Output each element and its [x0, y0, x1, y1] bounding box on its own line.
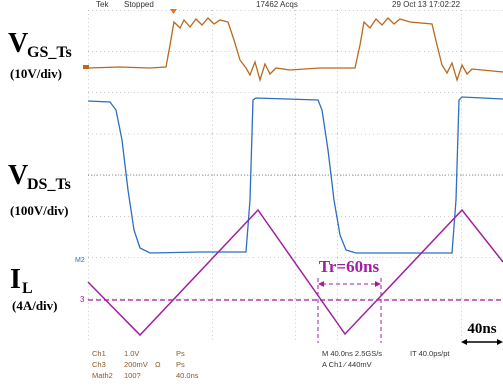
ch3-impedance: Ω — [155, 360, 161, 369]
acquisitions: 17462 Acqs — [256, 0, 298, 9]
timestamp: 29 Oct 13 17:02:22 — [392, 0, 461, 9]
il-sub: L — [22, 280, 33, 297]
vgs-scale: (10V/div) — [10, 66, 62, 81]
vgs-label: V — [8, 28, 28, 59]
ch1-marker — [83, 65, 89, 69]
time-scale: 40ns — [467, 321, 496, 337]
vds-sub: DS_Ts — [27, 176, 71, 193]
math2-scale: 100? — [124, 371, 141, 380]
vgs-sub: GS_Ts — [27, 44, 72, 61]
ch1-scale: 1.0V — [124, 349, 139, 358]
math-marker: M2 — [75, 257, 85, 264]
ch3-name: Ch3 — [92, 360, 106, 369]
ch3-scale: 200mV — [124, 360, 148, 369]
horizontal: M 40.0ns 2.5GS/s — [322, 349, 382, 358]
vds-scale: (100V/div) — [10, 203, 69, 218]
ch1-unit: Ps — [176, 349, 185, 358]
vds-label: V — [8, 160, 28, 191]
scope-screen: Tek Stopped 17462 Acqs 29 Oct 13 17:02:2… — [0, 0, 503, 387]
il-label: I — [10, 264, 21, 295]
ch3-unit: Ps — [176, 360, 185, 369]
ch3-marker: 3 — [80, 295, 85, 304]
il-scale: (4A/div) — [12, 298, 58, 313]
interval: IT 40.0ps/pt — [410, 349, 450, 358]
ch1-name: Ch1 — [92, 349, 106, 358]
math2-name: Math2 — [92, 371, 113, 380]
status: Stopped — [124, 0, 154, 9]
math2-time: 40.0ns — [176, 371, 199, 380]
brand: Tek — [96, 0, 109, 9]
rise-time: Tr=60ns — [319, 257, 380, 276]
trigger: A Ch1 ∕ 440mV — [322, 360, 372, 369]
